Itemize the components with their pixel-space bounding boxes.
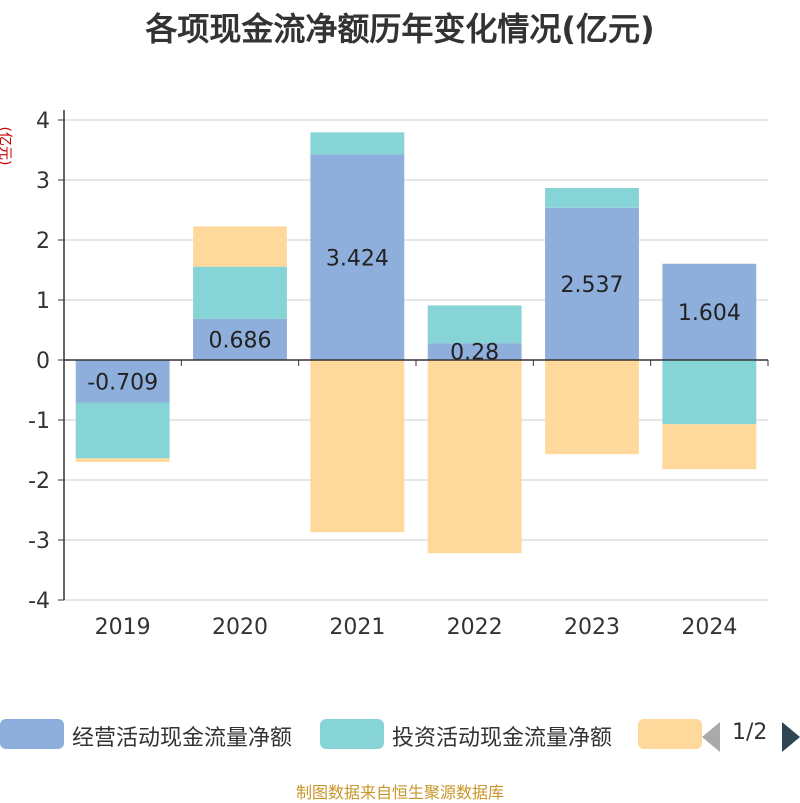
x-tick-label: 2023 [564,615,620,640]
source-note: 制图数据来自恒生聚源数据库 [295,783,504,802]
legend-label-operating[interactable]: 经营活动现金流量净额 [72,726,293,751]
legend-swatch-operating[interactable] [0,719,64,749]
y-tick-label: -1 [28,409,50,434]
data-label: 1.604 [678,301,741,326]
legend-label-investing[interactable]: 投资活动现金流量净额 [392,726,613,751]
bar-series2-2020 [193,226,287,267]
bar-series1-2022 [427,305,522,344]
legend-swatch-investing[interactable] [320,719,384,749]
bar-series2-2019 [75,458,170,462]
bar-series0-2023 [545,207,639,360]
data-label: 2.537 [561,273,624,298]
bar-series2-2022 [427,360,522,554]
x-tick-label: 2021 [329,615,385,640]
bar-series0-2021 [310,154,405,360]
chart-title: 各项现金流净额历年变化情况(亿元) [145,10,655,48]
data-label: 3.424 [326,246,389,271]
legend-next-page-icon[interactable] [782,722,800,752]
data-label: -0.709 [87,370,158,395]
legend-page-info: 1/2 [732,720,768,745]
bar-series1-2021 [310,132,405,155]
y-tick-label: 3 [36,169,50,194]
legend: 经营活动现金流量净额 投资活动现金流量净额 1/2 [0,716,800,752]
bar-series0-2022 [427,343,522,360]
bar-series1-2020 [193,266,287,319]
bar-series1-2024 [662,360,757,425]
x-tick-label: 2024 [681,615,737,640]
y-tick-label: 0 [36,349,50,374]
y-tick-label: -2 [28,469,50,494]
y-tick-label: 4 [36,109,50,134]
x-tick-label: 2022 [447,615,503,640]
y-tick-label: -3 [28,529,50,554]
legend-swatch-financing[interactable] [638,719,702,749]
y-tick-label: -4 [28,589,50,614]
bar-chart: 4 3 2 1 0 -1 -2 -3 -4 -0.709 0.686 3.424 0.28 2.537 1.… [28,109,769,640]
legend-prev-page-icon[interactable] [702,722,720,752]
y-tick-label: 1 [36,289,50,314]
bar-series2-2024 [662,424,757,470]
bar-series0-2024 [662,263,757,360]
data-label: 0.28 [450,341,499,366]
x-tick-label: 2020 [212,615,268,640]
y-tick-label: 2 [36,229,50,254]
bar-series2-2021 [310,360,405,533]
bar-series0-2019 [75,360,170,403]
bar-series1-2023 [545,187,639,208]
bar-series1-2019 [75,402,170,459]
data-label: 0.686 [209,328,272,353]
bar-series2-2023 [545,360,639,455]
x-tick-label: 2019 [95,615,151,640]
bar-series0-2020 [193,318,287,360]
